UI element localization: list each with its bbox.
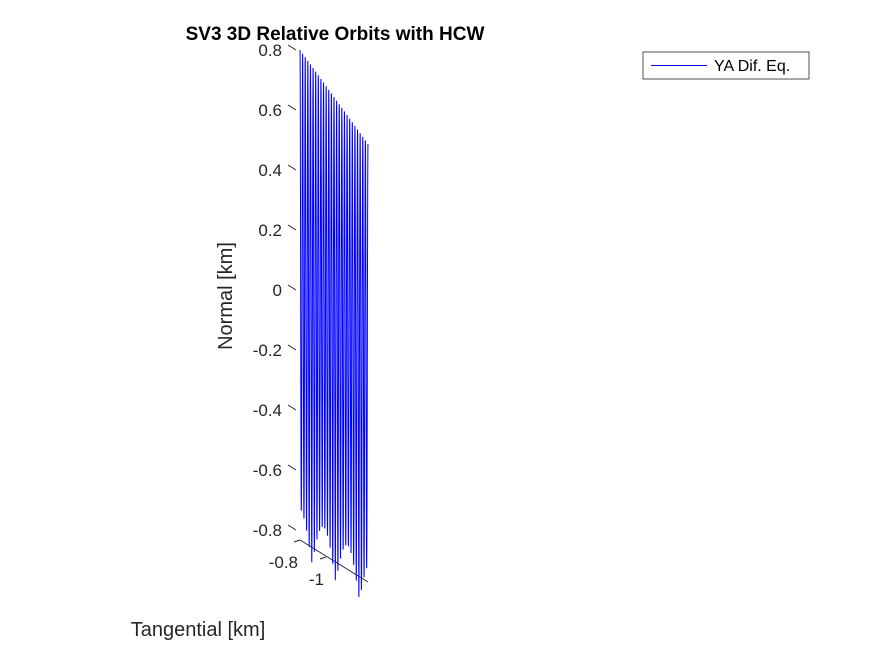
normal-tick-mark (287, 224, 297, 231)
normal-tick-mark (287, 44, 297, 51)
normal-tick-mark (287, 284, 297, 291)
normal-tick-label: -0.8 (253, 521, 282, 540)
normal-tick-label: 0.4 (258, 161, 282, 180)
tangential-tick-mark (319, 556, 327, 560)
normal-tick-label: -0.2 (253, 341, 282, 360)
tangential-tick-mark (293, 539, 301, 543)
plot-area (299, 49, 369, 598)
normal-tick-mark (287, 344, 297, 351)
normal-axis: 0.8 0.6 0.4 0.2 0 -0.2 -0.4 -0.6 -0.8 (253, 41, 297, 540)
normal-tick-label: -0.6 (253, 461, 282, 480)
normal-tick-label: 0.8 (258, 41, 282, 60)
series-line-ya-dif-eq (299, 49, 369, 598)
legend-label-ya-dif-eq: YA Dif. Eq. (714, 58, 790, 75)
normal-tick-mark (287, 164, 297, 171)
tangential-axis-label: Tangential [km] (131, 619, 266, 641)
normal-tick-label: -0.4 (253, 401, 282, 420)
normal-tick-mark (287, 404, 297, 411)
normal-tick-mark (287, 464, 297, 471)
tangential-tick-label: -1 (309, 570, 324, 589)
normal-tick-label: 0.6 (258, 101, 282, 120)
normal-tick-mark (287, 104, 297, 111)
normal-axis-label: Normal [km] (215, 242, 237, 350)
tangential-tick-label: -0.8 (269, 553, 298, 572)
legend: YA Dif. Eq. (642, 51, 810, 80)
normal-tick-mark (287, 524, 297, 531)
chart-title: SV3 3D Relative Orbits with HCW (186, 24, 485, 45)
normal-tick-label: 0.2 (258, 221, 282, 240)
normal-tick-label: 0 (273, 281, 282, 300)
